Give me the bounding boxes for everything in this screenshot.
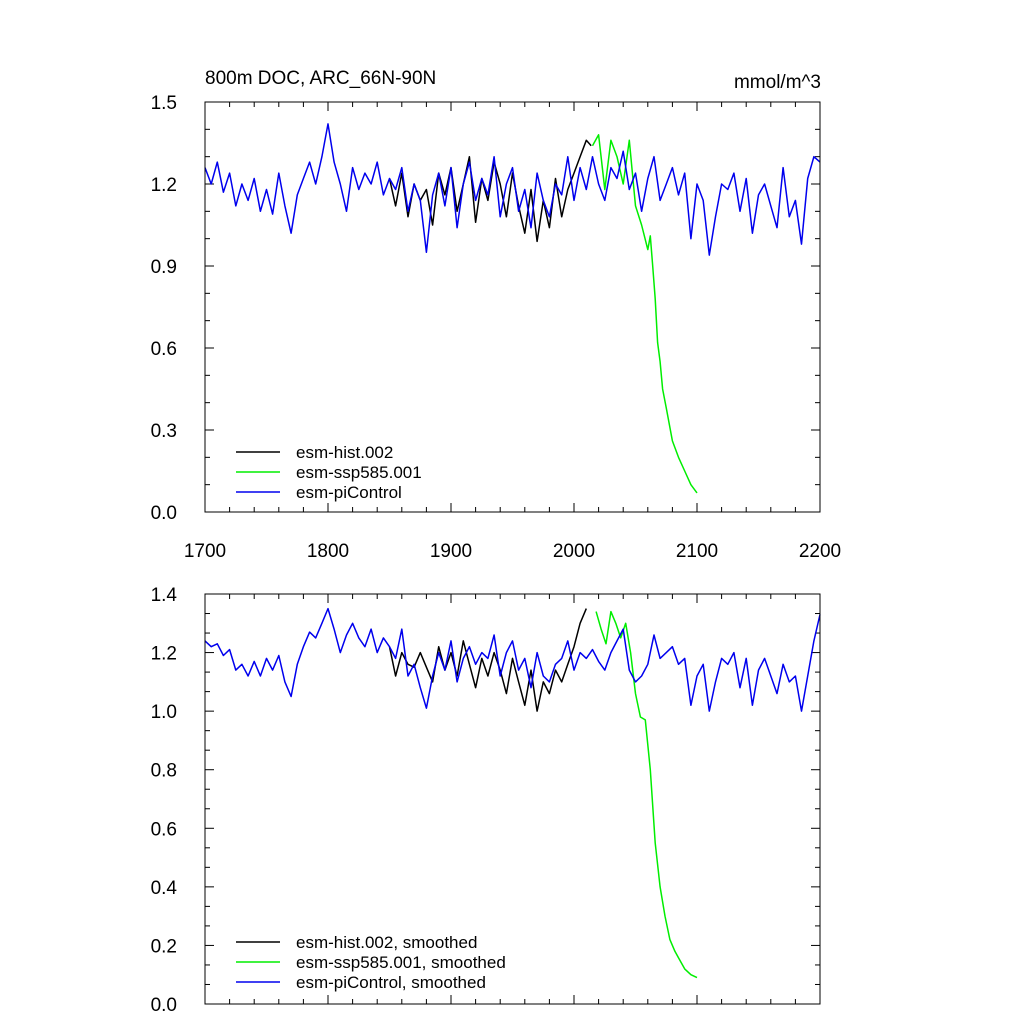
x-tick-label: 1800	[307, 541, 349, 562]
series-line	[388, 139, 592, 243]
y-tick-label: 1.2	[151, 644, 177, 665]
panel-bottom: 0.0 0.2 0.4 0.6 0.8 1.0 1.2 1.4 esm-hist.002, s…	[151, 585, 821, 1016]
y-tick-label: 0.8	[151, 761, 177, 782]
panel-title: 800m DOC, ARC_66N-90N	[205, 68, 436, 89]
plot-frame	[204, 593, 821, 1005]
y-tick-label: 0.6	[151, 339, 177, 360]
y-tick-label: 1.5	[151, 93, 177, 114]
legend-label: esm-hist.002	[296, 443, 393, 462]
legend-label: esm-piControl	[296, 483, 402, 502]
series-lines	[204, 123, 821, 494]
x-tick-label: 2000	[553, 541, 595, 562]
series-lines	[204, 607, 821, 979]
tick-group: 0.0 0.2 0.4 0.6 0.8 1.0 1.2 1.4	[151, 585, 821, 1016]
y-tick-label: 0.4	[151, 878, 178, 899]
series-line	[595, 610, 698, 979]
y-tick-label: 1.4	[151, 585, 178, 606]
x-tick-label: 1700	[184, 541, 226, 562]
y-tick-label: 0.3	[151, 421, 177, 442]
legend-label: esm-ssp585.001	[296, 463, 422, 482]
y-tick-label: 0.6	[151, 819, 177, 840]
units-label: mmol/m^3	[734, 72, 821, 93]
x-tick-label: 2100	[676, 541, 718, 562]
legend-label: esm-hist.002, smoothed	[296, 933, 477, 952]
x-tick-label: 1900	[430, 541, 472, 562]
legend-label: esm-piControl, smoothed	[296, 973, 486, 992]
panel-top: 800m DOC, ARC_66N-90N mmol/m^3 1700 1800 1…	[151, 68, 842, 562]
tick-group: 1700 1800 1900 2000 2100 2200 0.0 0.3 0.6 0.9 1.2 1…	[151, 93, 842, 562]
y-tick-label: 0.2	[151, 936, 177, 957]
legend-label: esm-ssp585.001, smoothed	[296, 953, 506, 972]
series-line	[388, 608, 587, 712]
plot-frame	[204, 101, 821, 513]
y-tick-label: 1.2	[151, 175, 177, 196]
series-line	[204, 123, 821, 256]
x-tick-label: 2200	[799, 541, 841, 562]
y-tick-label: 0.0	[151, 503, 177, 524]
y-tick-label: 1.0	[151, 702, 177, 723]
series-line	[591, 134, 698, 494]
series-line	[204, 607, 821, 712]
y-tick-label: 0.0	[151, 995, 177, 1016]
y-tick-label: 0.9	[151, 257, 177, 278]
